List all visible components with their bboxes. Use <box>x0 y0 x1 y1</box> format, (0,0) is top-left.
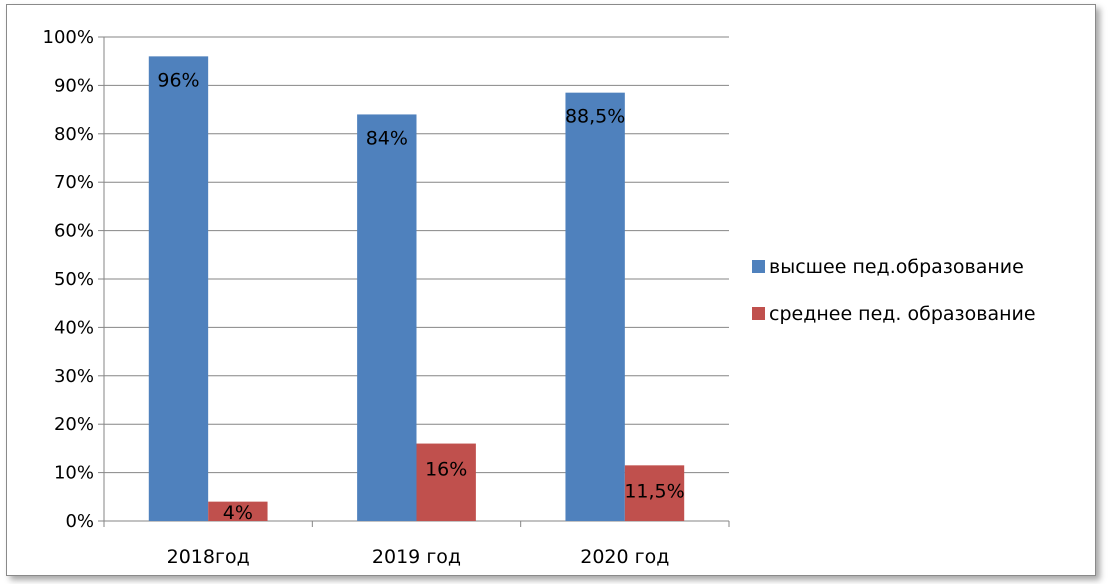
bar <box>208 501 268 521</box>
x-tick-label: 2020 год <box>580 546 669 568</box>
legend-label: среднее пед. образование <box>769 303 1036 325</box>
chart-frame: 0% 10% 20% 30% 40% 50% 60% 70% 80% 90% 100% 2018го… <box>6 4 1096 576</box>
legend-label: высшее пед.образование <box>769 256 1024 278</box>
data-label: 88,5% <box>565 106 625 128</box>
bar <box>357 114 417 521</box>
y-tick-label: 80% <box>54 124 94 145</box>
data-label: 4% <box>223 502 253 524</box>
y-tick-label: 70% <box>54 172 94 193</box>
bar <box>624 465 685 521</box>
y-tick-label: 100% <box>43 27 94 48</box>
data-labels: 96% 84% 88,5% 4% 16% 11,5% <box>157 69 684 524</box>
y-tick-label: 30% <box>54 366 94 387</box>
y-tick-label: 40% <box>54 317 94 338</box>
y-tick-label: 20% <box>54 414 94 435</box>
bar <box>148 56 209 522</box>
data-label: 96% <box>157 69 199 91</box>
bars <box>148 56 685 522</box>
data-label: 16% <box>425 459 467 481</box>
y-tick-label: 50% <box>54 269 94 290</box>
y-tick-label: 90% <box>54 75 94 96</box>
legend-swatch <box>752 307 765 320</box>
x-tick-label: 2019 год <box>372 546 461 568</box>
legend-swatch <box>752 260 765 273</box>
bar-chart: 0% 10% 20% 30% 40% 50% 60% 70% 80% 90% 100% 2018го… <box>43 27 1036 568</box>
bar <box>565 92 625 521</box>
y-axis: 0% 10% 20% 30% 40% 50% 60% 70% 80% 90% 100% <box>43 27 105 532</box>
y-tick-label: 10% <box>54 463 94 484</box>
y-tick-label: 0% <box>65 511 94 532</box>
data-label: 11,5% <box>624 480 684 502</box>
bar <box>416 443 476 521</box>
legend: высшее пед.образование среднее пед. образ… <box>752 256 1036 325</box>
data-label: 84% <box>366 127 408 149</box>
x-axis: 2018год 2019 год 2020 год <box>103 520 730 568</box>
y-tick-label: 60% <box>54 221 94 242</box>
x-tick-label: 2018год <box>167 546 250 568</box>
